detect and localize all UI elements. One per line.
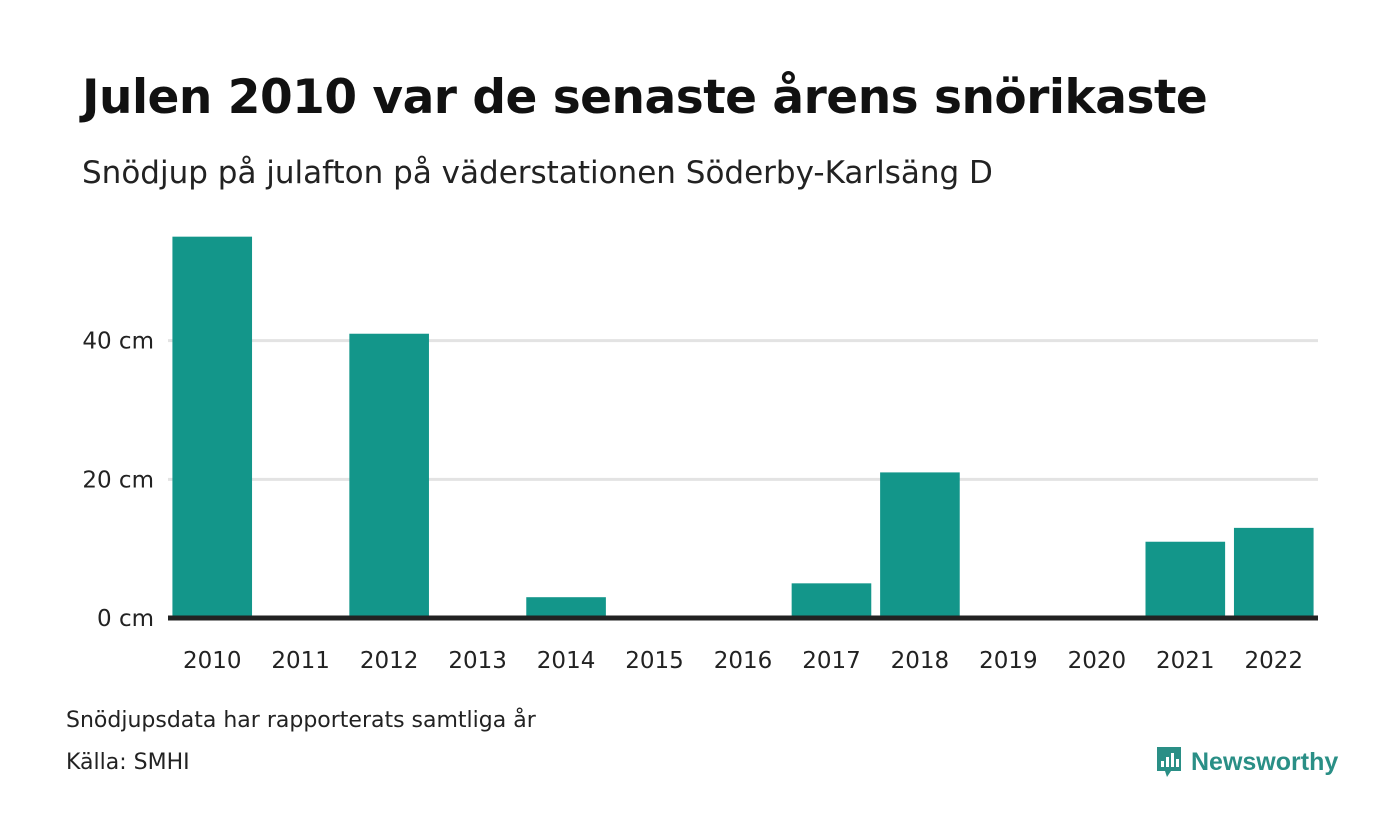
source-label: Källa: SMHI — [66, 750, 190, 775]
brand-logo: Newsworthy — [1155, 745, 1338, 779]
bar-2017 — [791, 583, 872, 618]
x-tick-label: 2020 — [1068, 648, 1127, 674]
newsworthy-logo-icon — [1157, 747, 1181, 777]
x-tick-label: 2014 — [537, 648, 596, 674]
x-tick-label: 2015 — [625, 648, 684, 674]
bar-2010 — [172, 236, 253, 618]
bar-chart: 0 cm 20 cm 40 cm 2010 2011 2012 2013 2014 2015 20… — [82, 236, 1318, 674]
axes: 0 cm 20 cm 40 cm 2010 2011 2012 2013 2014 2015 20… — [82, 329, 1318, 674]
x-tick-label: 2017 — [802, 648, 861, 674]
y-tick-label: 0 cm — [97, 606, 154, 632]
x-tick-label: 2011 — [271, 648, 330, 674]
chart-subtitle: Snödjup på julafton på väderstationen Sö… — [82, 155, 993, 191]
bar-2022 — [1233, 527, 1314, 618]
x-tick-label: 2010 — [183, 648, 242, 674]
bar-2012 — [349, 333, 429, 618]
gridlines — [168, 339, 1318, 481]
data-note: Snödjupsdata har rapporterats samtliga å… — [66, 708, 536, 733]
bar-2021 — [1145, 541, 1226, 618]
brand-name: Newsworthy — [1191, 747, 1339, 776]
bar-2014 — [526, 597, 606, 618]
chart-title: Julen 2010 var de senaste årens snörikas… — [82, 70, 1208, 125]
bar-2018 — [880, 472, 960, 618]
x-tick-label: 2022 — [1244, 648, 1303, 674]
x-tick-label: 2018 — [891, 648, 950, 674]
bars — [172, 236, 1314, 618]
x-tick-label: 2019 — [979, 648, 1038, 674]
x-tick-label: 2021 — [1156, 648, 1215, 674]
y-tick-label: 40 cm — [82, 329, 154, 355]
y-tick-label: 20 cm — [82, 467, 154, 493]
x-tick-label: 2012 — [360, 648, 419, 674]
x-tick-label: 2013 — [448, 648, 507, 674]
x-tick-label: 2016 — [714, 648, 773, 674]
